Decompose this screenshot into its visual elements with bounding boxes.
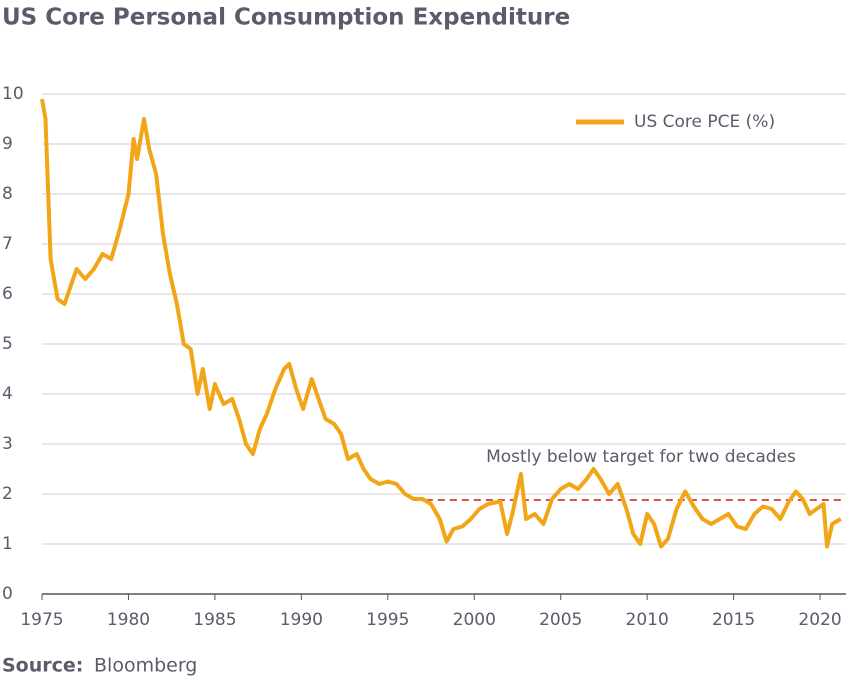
y-tick-label: 5 — [2, 334, 13, 354]
y-tick-label: 9 — [2, 134, 13, 154]
x-tick-label: 2000 — [453, 610, 496, 630]
x-tick-label: 1980 — [107, 610, 150, 630]
y-tick-label: 10 — [2, 84, 24, 104]
y-tick-label: 3 — [2, 434, 13, 454]
annotation: Mostly below target for two decades — [486, 447, 796, 467]
x-tick-label: 2020 — [798, 610, 841, 630]
y-tick-label: 8 — [2, 184, 13, 204]
y-tick-label: 6 — [2, 284, 13, 304]
line-series — [40, 98, 842, 549]
y-tick-label: 7 — [2, 234, 13, 254]
source: Bloomberg — [94, 655, 197, 677]
y-tick-label: 2 — [2, 484, 13, 504]
y-tick-label: 4 — [2, 384, 13, 404]
chart-title: US Core Personal Consumption Expenditure — [2, 5, 570, 31]
x-tick-label: 2005 — [539, 610, 582, 630]
x-tick-label: 1995 — [366, 610, 409, 630]
x-tick-label: 1975 — [20, 610, 63, 630]
source-label: Source: — [2, 655, 83, 677]
x-tick-label: 1985 — [193, 610, 236, 630]
y-tick-label: 1 — [2, 534, 13, 554]
y-tick-label: 0 — [2, 584, 13, 604]
x-tick-label: 2015 — [712, 610, 755, 630]
x-tick-label: 2010 — [626, 610, 669, 630]
x-tick-label: 1990 — [280, 610, 323, 630]
legend-label: US Core PCE (%) — [634, 112, 775, 132]
